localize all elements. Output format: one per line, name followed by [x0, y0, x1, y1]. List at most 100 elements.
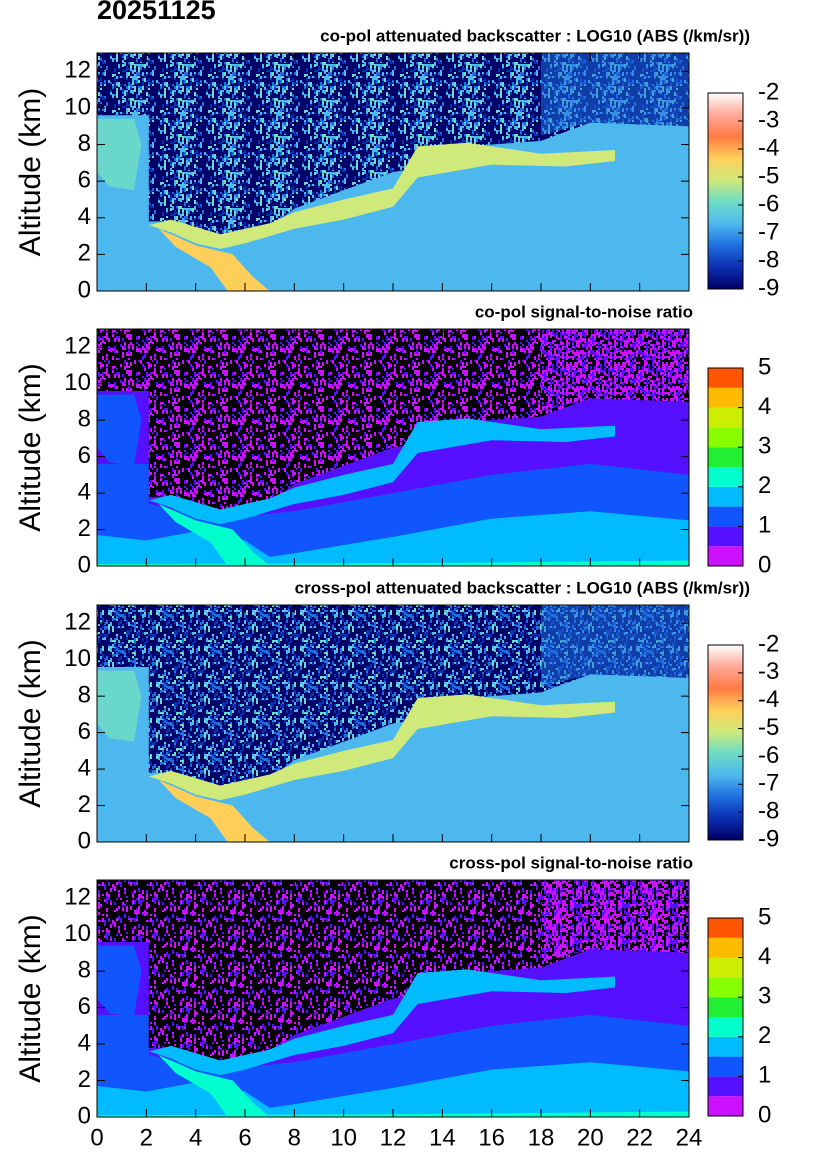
- heatmap-image: [97, 329, 689, 566]
- colorbar-tick-label: 4: [758, 393, 771, 420]
- left-cloud: [97, 945, 142, 1017]
- colorbar-cell: [708, 407, 743, 428]
- colorbar-tick-label: 0: [758, 1101, 771, 1128]
- colorbar-tick-label: 0: [758, 551, 771, 578]
- colorbar-cell: [708, 467, 743, 487]
- y-axis-label: Altitude (km): [14, 914, 47, 1082]
- x-tick-label: 18: [528, 1124, 555, 1151]
- y-tick-label: 8: [78, 405, 91, 432]
- y-tick-label: 2: [78, 1066, 91, 1093]
- x-tick-label: 20: [577, 1124, 604, 1151]
- y-axis-label: Altitude (km): [14, 639, 47, 807]
- colorbar-tick-label: -9: [758, 825, 779, 852]
- upper-region: [541, 880, 689, 963]
- colorbar-cell: [708, 937, 743, 958]
- colorbar-tick-label: 3: [758, 433, 771, 460]
- cloud-layer: [148, 969, 616, 1076]
- x-tick-label: 10: [330, 1124, 357, 1151]
- y-tick-label: 8: [78, 681, 91, 708]
- colorbar: [708, 93, 743, 289]
- y-tick-label: 12: [64, 57, 91, 84]
- x-tick-label: 2: [140, 1124, 153, 1151]
- y-tick-label: 6: [78, 993, 91, 1020]
- x-tick-label: 0: [90, 1124, 103, 1151]
- colorbar-tick-label: -6: [758, 190, 779, 217]
- y-tick-label: 2: [78, 791, 91, 818]
- y-axis-label: Altitude (km): [14, 88, 47, 256]
- colorbar-cell: [708, 368, 743, 388]
- y-tick-label: 4: [78, 478, 91, 505]
- y-tick-label: 10: [64, 920, 91, 947]
- colorbar-cell: [708, 427, 743, 448]
- x-tick-label: 14: [429, 1124, 456, 1151]
- colorbar-cell: [708, 1056, 743, 1077]
- colorbar-cell: [708, 387, 743, 408]
- colorbar-tick-label: -5: [758, 714, 779, 741]
- colorbar-cell: [708, 1096, 743, 1116]
- colorbar-tick-label: -2: [758, 78, 779, 105]
- left-cloud: [97, 394, 142, 466]
- colorbar-frame: [707, 917, 744, 1117]
- y-tick-label: 6: [78, 442, 91, 469]
- colorbar-cell: [708, 486, 743, 507]
- upper-region: [541, 53, 689, 136]
- colorbar-tick-label: -4: [758, 134, 779, 161]
- cloud-layer: [148, 418, 616, 525]
- colorbar-tick-label: -3: [758, 658, 779, 685]
- aerosol-layer: [158, 1055, 270, 1117]
- y-tick-label: 4: [78, 754, 91, 781]
- cloud-layer: [148, 142, 616, 249]
- colorbar-cell: [708, 957, 743, 978]
- y-tick-label: 0: [78, 551, 91, 578]
- x-tick-label: 6: [238, 1124, 251, 1151]
- colorbar-cell: [708, 1036, 743, 1057]
- colorbar-tick-label: 1: [758, 1062, 771, 1089]
- x-tick-label: 12: [380, 1124, 407, 1151]
- panel-title: cross-pol attenuated backscatter : LOG10…: [295, 578, 750, 597]
- y-tick-label: 6: [78, 718, 91, 745]
- colorbar-frame: [707, 644, 744, 841]
- colorbar-tick-label: -6: [758, 742, 779, 769]
- colorbar-tick-label: -9: [758, 274, 779, 301]
- y-tick-label: 12: [64, 333, 91, 360]
- colorbar-cell: [708, 506, 743, 527]
- y-tick-label: 2: [78, 515, 91, 542]
- y-tick-label: 8: [78, 130, 91, 157]
- panel-title: cross-pol signal-to-noise ratio: [449, 853, 693, 872]
- x-tick-label: 4: [189, 1124, 202, 1151]
- y-axis-label: Altitude (km): [14, 363, 47, 531]
- colorbar-cell: [708, 1076, 743, 1097]
- y-tick-label: 12: [64, 884, 91, 911]
- colorbar-cell: [708, 546, 743, 566]
- aerosol-layer: [158, 780, 270, 842]
- colorbar-tick-label: 3: [758, 983, 771, 1010]
- date-title: 20251125: [97, 0, 216, 25]
- heatmap-image: [97, 880, 689, 1117]
- colorbar-tick-label: -4: [758, 686, 779, 713]
- y-tick-label: 12: [64, 609, 91, 636]
- x-tick-label: 8: [288, 1124, 301, 1151]
- colorbar-tick-label: 2: [758, 472, 771, 499]
- colorbar-cell: [708, 918, 743, 938]
- colorbar-tick-label: 5: [758, 903, 771, 930]
- y-tick-label: 4: [78, 203, 91, 230]
- colorbar-tick-label: -2: [758, 630, 779, 657]
- y-tick-label: 0: [78, 1102, 91, 1129]
- y-tick-label: 6: [78, 166, 91, 193]
- aerosol-layer: [158, 504, 270, 566]
- x-tick-label: 24: [676, 1124, 703, 1151]
- heatmap-image: [97, 605, 689, 842]
- y-tick-label: 8: [78, 956, 91, 983]
- panel-title: co-pol signal-to-noise ratio: [475, 302, 693, 321]
- colorbar-cell: [708, 977, 743, 998]
- left-cloud: [97, 118, 142, 191]
- colorbar-tick-label: -8: [758, 246, 779, 273]
- x-tick-label: 22: [626, 1124, 653, 1151]
- y-tick-label: 4: [78, 1029, 91, 1056]
- colorbar: [708, 645, 743, 840]
- y-tick-label: 10: [64, 369, 91, 396]
- colorbar-cell: [708, 1017, 743, 1037]
- y-tick-label: 10: [64, 645, 91, 672]
- y-tick-label: 0: [78, 276, 91, 303]
